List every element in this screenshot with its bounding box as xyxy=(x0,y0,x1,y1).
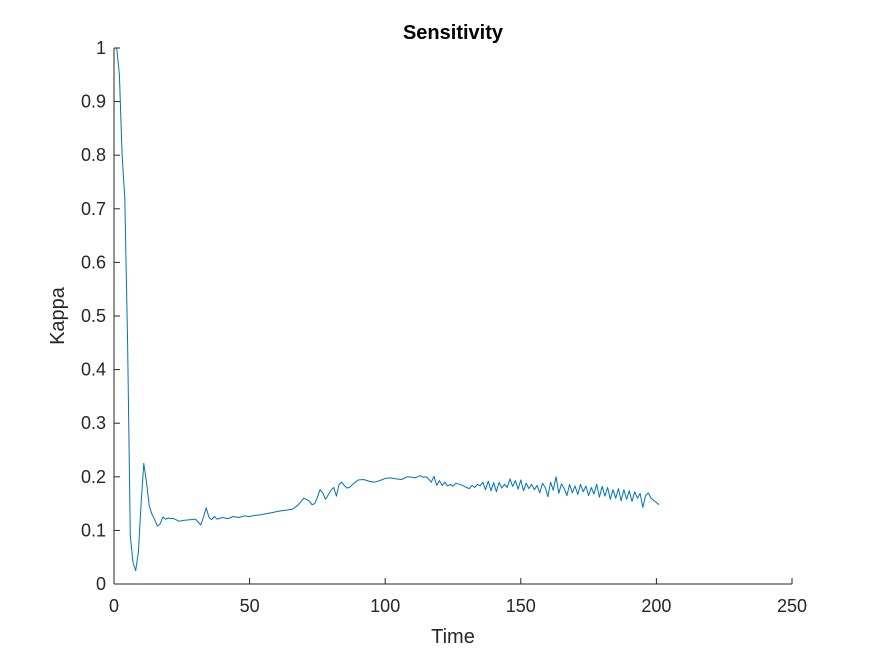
y-tick-label: 0.2 xyxy=(81,467,106,487)
x-tick-label: 250 xyxy=(777,596,807,616)
y-tick-label: 0.5 xyxy=(81,306,106,326)
x-tick-label: 100 xyxy=(370,596,400,616)
y-ticks: 0 0.1 0.2 0.3 0.4 0.5 0.6 0.7 0.8 0.9 1 xyxy=(81,38,120,594)
y-tick-label: 0.7 xyxy=(81,199,106,219)
x-axis-label: Time xyxy=(431,626,475,648)
x-tick-label: 0 xyxy=(109,596,119,616)
x-tick-label: 50 xyxy=(240,596,260,616)
series-line xyxy=(116,47,660,572)
x-tick-label: 150 xyxy=(506,596,536,616)
y-tick-label: 0.6 xyxy=(81,252,106,272)
x-ticks: 0 50 100 150 200 250 xyxy=(109,578,807,616)
data-layer xyxy=(116,47,660,572)
y-tick-label: 0.3 xyxy=(81,413,106,433)
y-tick-label: 0.1 xyxy=(81,520,106,540)
y-tick-label: 0.4 xyxy=(81,360,106,380)
y-tick-label: 1 xyxy=(96,38,106,58)
y-tick-label: 0.8 xyxy=(81,145,106,165)
x-tick-label: 200 xyxy=(641,596,671,616)
y-tick-label: 0.9 xyxy=(81,92,106,112)
chart-title: Sensitivity xyxy=(403,22,504,44)
y-tick-label: 0 xyxy=(96,574,106,594)
y-axis-label: Kappa xyxy=(47,286,69,345)
